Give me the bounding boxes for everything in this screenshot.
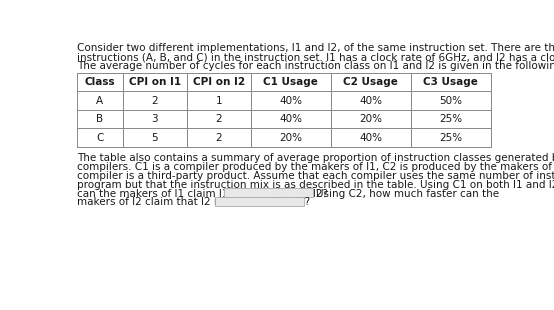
Text: 2: 2	[151, 96, 158, 106]
Text: CPI on I2: CPI on I2	[193, 77, 245, 87]
Text: 40%: 40%	[279, 96, 302, 106]
Text: 3: 3	[151, 114, 158, 124]
Text: 5: 5	[151, 133, 158, 143]
Text: 2: 2	[216, 114, 222, 124]
Text: 40%: 40%	[279, 114, 302, 124]
Text: C2 Usage: C2 Usage	[343, 77, 398, 87]
Text: CPI on I1: CPI on I1	[129, 77, 181, 87]
Text: 20%: 20%	[359, 114, 382, 124]
Text: 1: 1	[216, 96, 222, 106]
Text: C: C	[96, 133, 104, 143]
Text: program but that the instruction mix is as described in the table. Using C1 on b: program but that the instruction mix is …	[77, 180, 554, 190]
Text: instructions (A, B, and C) in the instruction set. I1 has a clock rate of 6GHz, : instructions (A, B, and C) in the instru…	[77, 52, 554, 62]
Text: 2: 2	[216, 133, 222, 143]
Text: Consider two different implementations, I1 and I2, of the same instruction set. : Consider two different implementations, …	[77, 43, 554, 53]
Text: 50%: 50%	[439, 96, 462, 106]
Text: B: B	[96, 114, 104, 124]
Text: 25%: 25%	[439, 133, 462, 143]
Text: compilers. C1 is a compiler produced by the makers of I1, C2 is produced by the : compilers. C1 is a compiler produced by …	[77, 162, 554, 172]
Text: 25%: 25%	[439, 114, 462, 124]
Text: C1 Usage: C1 Usage	[263, 77, 318, 87]
Bar	[214, 197, 304, 206]
Text: The average number of cycles for each instruction class on I1 and I2 is given in: The average number of cycles for each in…	[77, 61, 554, 71]
Text: A: A	[96, 96, 104, 106]
Text: Class: Class	[84, 77, 115, 87]
Text: compiler is a third-party product. Assume that each compiler uses the same numbe: compiler is a third-party product. Assum…	[77, 171, 554, 181]
Text: Using C2, how much faster can the: Using C2, how much faster can the	[316, 188, 499, 198]
Text: 40%: 40%	[359, 96, 382, 106]
Text: 40%: 40%	[359, 133, 382, 143]
Bar	[77, 73, 491, 147]
Text: C3 Usage: C3 Usage	[423, 77, 478, 87]
Bar	[224, 188, 313, 197]
Text: can the makers of I1 claim I1 is compared to I2?: can the makers of I1 claim I1 is compare…	[77, 188, 328, 198]
Text: The table also contains a summary of average proportion of instruction classes g: The table also contains a summary of ave…	[77, 153, 554, 163]
Text: makers of I2 claim that I2 is compared to I1?: makers of I2 claim that I2 is compared t…	[77, 197, 310, 207]
Text: 20%: 20%	[279, 133, 302, 143]
